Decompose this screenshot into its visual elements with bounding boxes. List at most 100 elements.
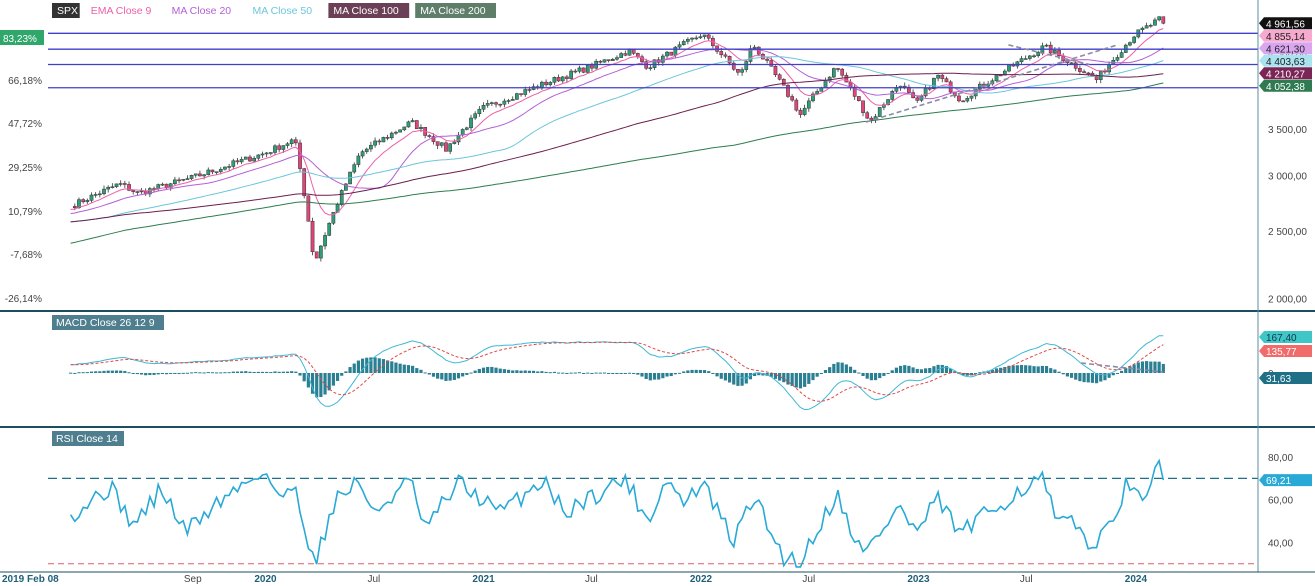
macd-histogram-bar xyxy=(844,364,848,373)
candle xyxy=(840,68,845,78)
percent-tick-label: 10,79% xyxy=(8,207,42,218)
macd-histogram-bar xyxy=(1115,373,1120,374)
macd-histogram-bar xyxy=(402,364,406,373)
macd-histogram-bar xyxy=(648,373,652,381)
macd-histogram-bar xyxy=(490,366,494,373)
macd-histogram-bar xyxy=(848,366,853,373)
candle xyxy=(477,106,482,117)
macd-histogram-bar xyxy=(1140,361,1145,373)
macd-histogram-bar xyxy=(531,370,536,373)
candle xyxy=(293,136,298,146)
legend-item[interactable]: MA Close 200 xyxy=(415,3,496,18)
macd-histogram-bar xyxy=(440,373,444,380)
macd-histogram-bar xyxy=(1157,361,1161,373)
candle xyxy=(865,110,870,120)
candle xyxy=(619,51,623,58)
candle xyxy=(114,183,119,188)
candle xyxy=(444,141,448,152)
candle xyxy=(1157,16,1161,22)
candle xyxy=(1119,50,1124,58)
legend-item[interactable]: SPX xyxy=(52,3,80,18)
price-badge-label: 4 403,63 xyxy=(1266,57,1305,68)
legend-item[interactable]: MA Close 50 xyxy=(247,3,323,18)
rsi-levels xyxy=(48,477,1258,565)
macd-histogram-bar xyxy=(936,364,940,373)
candle xyxy=(777,73,782,81)
macd-histogram-bar xyxy=(265,371,269,373)
macd-histogram-bar xyxy=(882,373,886,376)
macd-histogram-bar xyxy=(836,362,840,373)
candle xyxy=(189,174,194,181)
macd-histogram-bar xyxy=(144,373,148,376)
macd-histogram-bar xyxy=(394,362,398,373)
macd-histogram-bar xyxy=(673,373,677,375)
macd-histogram-bar xyxy=(173,373,177,374)
macd-histogram-bar xyxy=(878,373,882,379)
percent-tick-label: -7,68% xyxy=(10,250,42,261)
dashed-trendline[interactable] xyxy=(865,44,1118,123)
macd-histogram-bar xyxy=(698,369,702,373)
candle xyxy=(1144,22,1149,29)
price-tick-label: 3 500,00 xyxy=(1268,125,1307,136)
rsi-line xyxy=(69,458,1165,568)
macd-histogram-bar xyxy=(69,372,73,374)
candle xyxy=(314,251,319,259)
candle xyxy=(1044,43,1049,48)
macd-histogram-bar xyxy=(727,373,732,383)
candle xyxy=(123,180,127,188)
candle xyxy=(1123,43,1128,53)
candle xyxy=(268,152,273,156)
macd-histogram-bar xyxy=(131,373,135,374)
price-panel[interactable]: 83,23% 66,18% 47,72% 29,25% 10,79% -7,68% -26,… xyxy=(0,0,1315,311)
candle xyxy=(706,33,711,41)
price-badge-label: 4 961,56 xyxy=(1266,19,1305,30)
macd-histogram-bar xyxy=(436,373,440,379)
macd-histogram-bar xyxy=(306,373,310,388)
macd-histogram-bar xyxy=(711,373,715,374)
dashed-trendline[interactable] xyxy=(1008,44,1090,66)
candle xyxy=(686,37,690,45)
rsi-panel[interactable]: 80,00 60,00 40,00 69,21 RSI Close 14 xyxy=(48,431,1312,568)
macd-histogram-bar xyxy=(928,368,932,373)
macd-histogram-bar xyxy=(344,371,348,373)
price-badge: 4 052,38 xyxy=(1259,79,1312,93)
macd-histogram-bar xyxy=(244,371,248,373)
price-badge: 4 403,63 xyxy=(1259,54,1312,68)
candle xyxy=(148,186,152,198)
candle xyxy=(452,139,457,145)
ema-9-line xyxy=(70,28,1164,216)
macd-histogram-bar xyxy=(857,372,861,374)
candle xyxy=(494,101,498,108)
legend-item[interactable]: EMA Close 9 xyxy=(85,3,161,18)
macd-dashed-trendline[interactable] xyxy=(1081,362,1164,373)
macd-histogram-bar xyxy=(352,363,356,373)
macd-histogram-bar xyxy=(110,370,114,373)
candle xyxy=(831,67,836,79)
macd-histogram-bar xyxy=(1153,361,1157,373)
candle xyxy=(131,189,136,195)
macd-histogram-bar xyxy=(823,370,828,373)
macd-histogram-bar xyxy=(769,373,773,377)
macd-histogram-bar xyxy=(657,373,661,380)
percent-tick-label: 29,25% xyxy=(8,163,42,174)
legend-item[interactable]: MA Close 100 xyxy=(328,3,410,18)
candle xyxy=(681,39,686,46)
price-badge-label: 4 855,14 xyxy=(1266,32,1305,43)
candle xyxy=(473,111,478,120)
macd-histogram-bar xyxy=(356,360,361,373)
candle xyxy=(285,141,290,149)
candle xyxy=(727,55,732,66)
macd-histogram-bar xyxy=(281,371,285,373)
macd-histogram-bar xyxy=(465,373,469,375)
macd-histogram-bar xyxy=(411,365,415,373)
macd-badges: 167,40 135,77 31,63 xyxy=(1259,331,1312,385)
candle xyxy=(702,34,707,40)
macd-histogram-bar xyxy=(611,373,615,374)
legend-item[interactable]: MA Close 20 xyxy=(166,3,242,18)
macd-histogram-bar xyxy=(406,365,411,373)
time-tick-label: 2020 xyxy=(254,574,277,585)
macd-histogram-bar xyxy=(644,373,648,379)
macd-histogram-bar xyxy=(623,373,627,374)
